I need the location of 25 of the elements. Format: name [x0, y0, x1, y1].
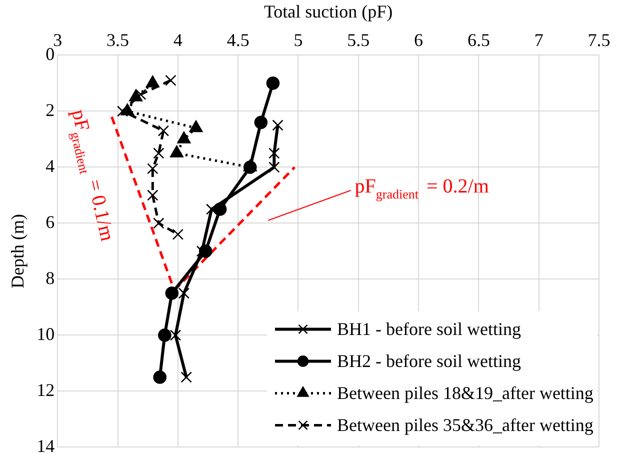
x-tick-label: 3.5 [106, 30, 130, 50]
y-tick-label: 6 [46, 212, 55, 232]
x-tick-label: 5 [294, 30, 303, 50]
x-tick-label: 6 [414, 30, 424, 50]
x-tick-label: 4.5 [226, 30, 250, 50]
x-tick-label: 3 [53, 30, 62, 50]
y-tick-label: 0 [46, 44, 55, 64]
y-axis-title: Depth (m) [8, 214, 28, 288]
legend-label: BH1 - before soil wetting [337, 318, 521, 339]
x-tick-label: 5.5 [347, 30, 370, 50]
y-tick-label: 10 [36, 324, 55, 344]
legend-label: Between piles 18&19_after wetting [337, 382, 594, 403]
x-tick-label: 4 [173, 30, 182, 50]
y-tick-label: 8 [46, 268, 55, 288]
y-tick-label: 14 [36, 436, 55, 456]
x-tick-label: 7 [534, 30, 544, 50]
y-tick-label: 2 [46, 100, 55, 120]
y-tick-label: 4 [46, 156, 55, 176]
legend-label: Between piles 35&36_after wetting [337, 414, 594, 435]
legend-label: BH2 - before soil wetting [337, 350, 521, 371]
annotation: pFgradient = 0.1/m [67, 107, 118, 244]
x-axis-title: Total suction (pF) [264, 2, 393, 22]
x-tick-label: 7.5 [588, 30, 610, 50]
x-tick-label: 6.5 [467, 30, 490, 50]
y-tick-label: 12 [36, 380, 55, 400]
